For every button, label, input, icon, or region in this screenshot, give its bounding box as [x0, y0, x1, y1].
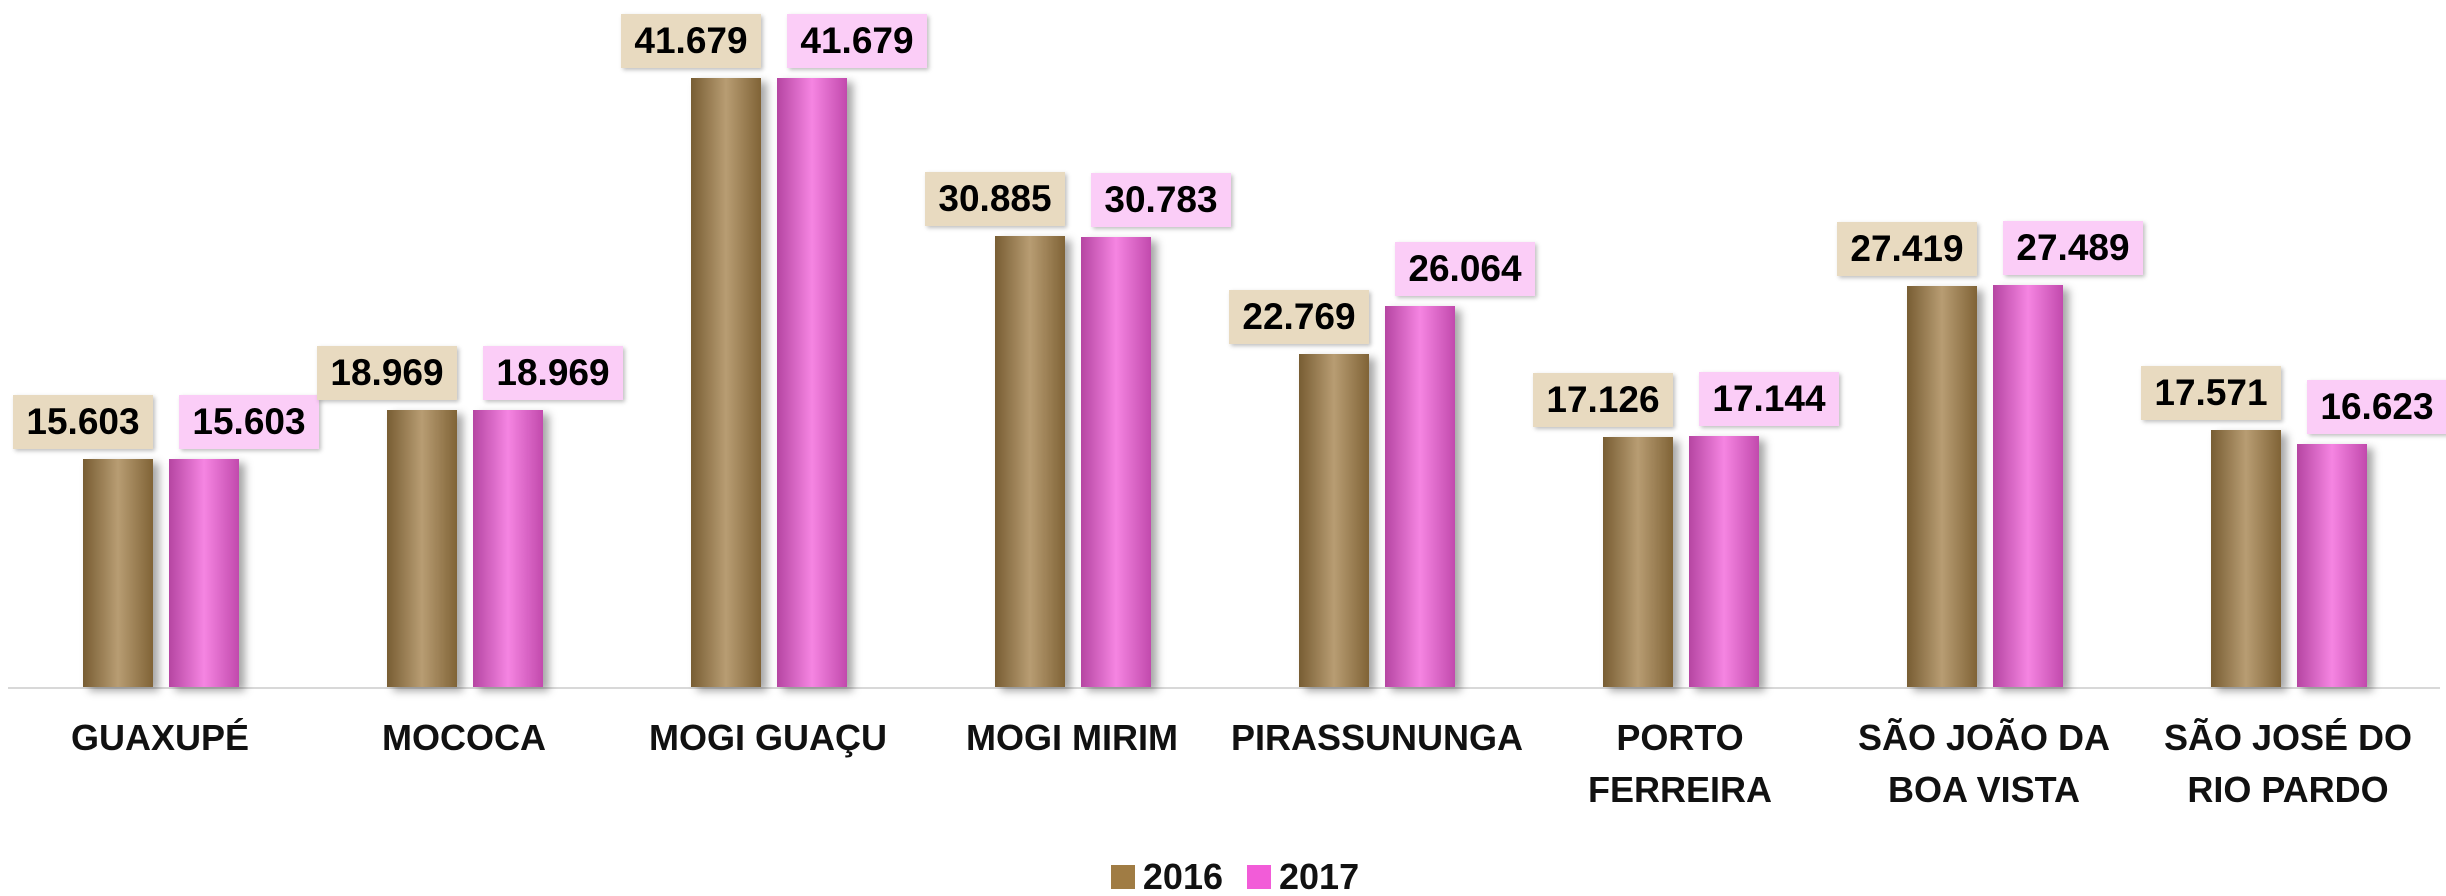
legend: 2016 2017 — [0, 856, 2446, 896]
legend-label: 2017 — [1279, 856, 1360, 896]
bar — [1385, 306, 1455, 687]
bar — [777, 78, 847, 687]
x-tick-label: MOCOCA — [382, 717, 546, 758]
legend-swatch — [1110, 865, 1135, 889]
x-tick-label: MOGI MIRIM — [966, 717, 1178, 758]
data-label: 18.969 — [317, 345, 457, 400]
bar — [169, 459, 239, 687]
data-label: 27.489 — [2003, 221, 2143, 276]
x-tick-label: SÃO JOSÉ DO RIO PARDO — [2163, 717, 2413, 810]
bar — [1299, 354, 1369, 687]
data-label: 41.679 — [787, 14, 927, 68]
x-tick-label: MOGI GUAÇU — [649, 717, 887, 758]
legend-swatch — [1247, 865, 1271, 889]
data-label: 26.064 — [1395, 242, 1535, 297]
x-tick-label: PORTO FERREIRA — [1587, 717, 1772, 810]
data-label: 15.603 — [13, 395, 153, 449]
data-label: 17.144 — [1699, 372, 1839, 427]
bar — [2297, 444, 2367, 687]
baseline — [8, 687, 2440, 689]
bar — [1081, 237, 1151, 687]
bar — [2211, 430, 2281, 687]
data-label: 16.623 — [2307, 380, 2446, 435]
data-label: 15.603 — [179, 395, 319, 449]
bar — [83, 459, 153, 687]
bar — [1907, 286, 1977, 687]
bar — [1689, 436, 1759, 687]
data-label: 17.126 — [1533, 372, 1673, 427]
data-label: 41.679 — [621, 14, 761, 68]
data-label: 18.969 — [483, 345, 623, 400]
data-label: 30.885 — [925, 171, 1065, 226]
bar — [995, 235, 1065, 687]
bar — [1603, 436, 1673, 687]
data-label: 27.419 — [1837, 222, 1977, 277]
data-label: 30.783 — [1091, 173, 1231, 228]
bar — [691, 78, 761, 687]
x-tick-label: GUAXUPÉ — [70, 717, 250, 758]
x-tick-label: PIRASSUNUNGA — [1231, 717, 1524, 758]
bar — [387, 409, 457, 687]
bar — [1993, 285, 2063, 687]
data-label: 22.769 — [1229, 290, 1369, 345]
legend-label: 2016 — [1142, 856, 1223, 896]
data-label: 17.571 — [2141, 366, 2281, 421]
x-tick-label: SÃO JOÃO DA BOA VISTA — [1857, 717, 2111, 810]
bar — [473, 409, 543, 687]
